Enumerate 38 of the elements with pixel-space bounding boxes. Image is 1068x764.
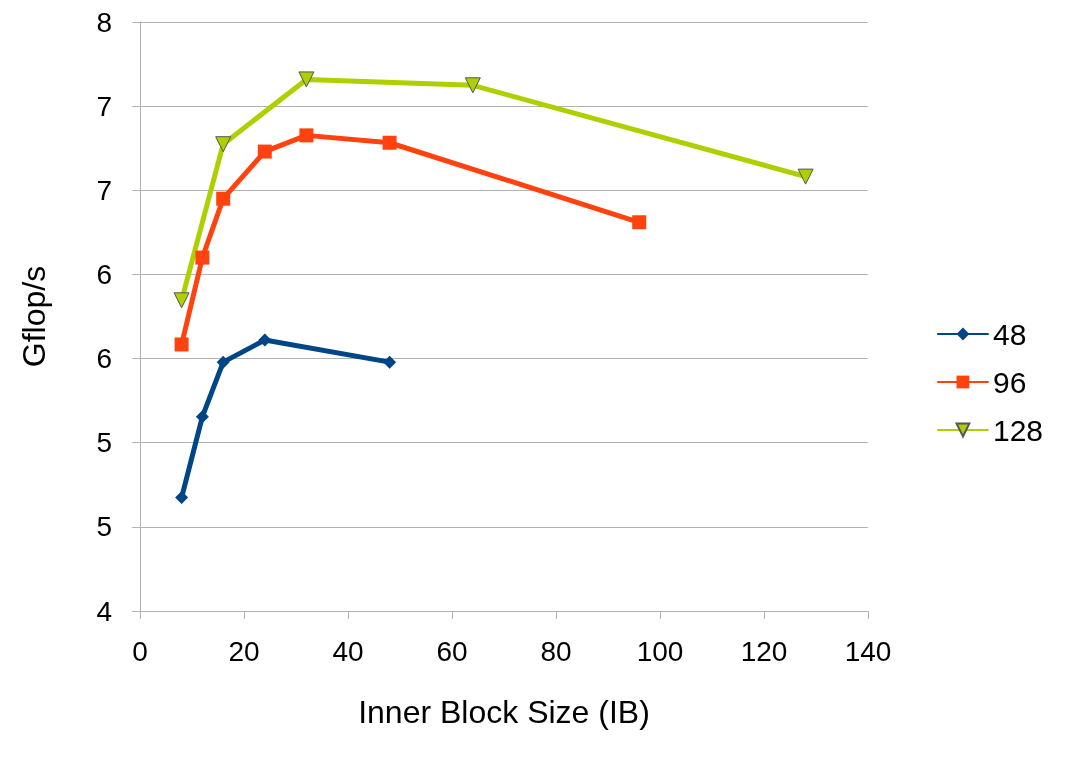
x-tick-label: 120 (740, 635, 788, 667)
x-tick-label: 100 (636, 635, 684, 667)
y-tick-label: 5 (96, 427, 112, 459)
y-tick-label: 8 (96, 6, 112, 38)
x-tick-label: 140 (844, 635, 892, 667)
point (216, 355, 230, 369)
x-tick-label: 20 (228, 635, 260, 667)
y-tick-label: 6 (96, 343, 112, 375)
point (797, 168, 814, 185)
y-tick-label: 7 (96, 174, 112, 206)
y-tick-label: 4 (96, 595, 112, 627)
point (174, 337, 189, 352)
point (383, 355, 397, 369)
point (195, 250, 210, 265)
point (257, 144, 272, 159)
x-axis-title: Inner Block Size (IB) (358, 694, 650, 730)
point (173, 292, 190, 309)
y-tick-label: 5 (96, 511, 112, 543)
point (216, 191, 231, 206)
point (299, 128, 314, 143)
x-tick-label: 40 (332, 635, 364, 667)
point (632, 215, 647, 230)
point (175, 491, 189, 505)
legend-label: 128 (992, 413, 1044, 447)
y-tick-label: 7 (96, 90, 112, 122)
point (195, 410, 209, 424)
legend-label: 96 (992, 365, 1027, 399)
point (464, 77, 481, 94)
x-tick-label: 0 (132, 635, 148, 667)
point (298, 71, 315, 88)
point (258, 333, 272, 347)
y-axis-title: Gflop/s (16, 265, 52, 368)
point (215, 136, 232, 153)
y-tick-label: 6 (96, 258, 112, 290)
legend-label: 48 (992, 317, 1027, 351)
x-tick-label: 80 (540, 635, 572, 667)
point (382, 135, 397, 150)
x-tick-label: 60 (436, 635, 468, 667)
